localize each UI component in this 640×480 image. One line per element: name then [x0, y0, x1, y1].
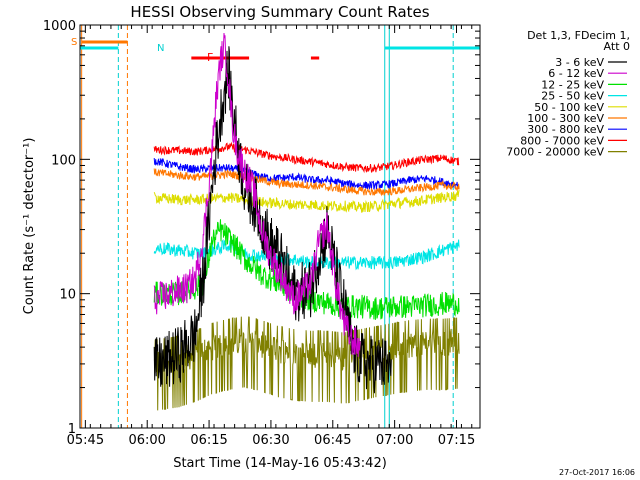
x-tick-label: 06:30	[252, 433, 289, 448]
legend-entry-label: 800 - 7000 keV	[520, 134, 604, 147]
series-line	[153, 189, 460, 213]
series-line	[153, 316, 460, 411]
x-tick-label: 07:15	[438, 433, 475, 448]
y-axis: 1 10 100 1000	[43, 19, 480, 437]
x-axis-label: Start Time (14-May-16 05:43:42)	[173, 456, 387, 471]
y-tick-label: 10	[59, 288, 76, 303]
legend-header-line1: Det 1,3, FDecim 1,	[527, 29, 630, 42]
legend-entry-label: 50 - 100 keV	[534, 101, 604, 114]
legend-entry-label: 25 - 50 keV	[541, 90, 604, 103]
legend-entry-label: 300 - 800 keV	[527, 123, 604, 136]
legend-entry-label: 6 - 12 keV	[548, 67, 604, 80]
legend-header-line2: Att 0	[604, 40, 630, 53]
x-axis: 05:45 06:00 06:15 06:30 06:45 07:00 07:15	[67, 25, 475, 448]
x-tick-label: 06:00	[128, 433, 165, 448]
saa-label: S	[71, 37, 77, 48]
y-tick-label: 1	[68, 422, 76, 437]
x-tick-label: 05:45	[67, 433, 104, 448]
y-tick-label: 1000	[43, 19, 76, 34]
flare-label: F	[207, 51, 213, 64]
legend-entry-label: 100 - 300 keV	[527, 112, 604, 125]
legend-entry-label: 12 - 25 keV	[541, 78, 604, 91]
series-line	[153, 141, 460, 174]
legend-entry-label: 7000 - 20000 keV	[506, 146, 604, 159]
series-line	[153, 168, 460, 197]
series-line	[153, 157, 460, 191]
series-line	[153, 239, 460, 271]
footer-timestamp: 27-Oct-2017 16:06	[559, 468, 635, 477]
y-tick-label: 100	[51, 153, 76, 168]
chart-title: HESSI Observing Summary Count Rates	[130, 3, 429, 21]
chart-marks: S N F	[71, 25, 480, 428]
x-tick-label: 07:00	[376, 433, 413, 448]
plot-frame	[79, 24, 481, 429]
night-label: N	[157, 43, 164, 54]
y-axis-label: Count Rate (s⁻¹ detector⁻¹)	[22, 138, 37, 315]
legend-entry-label: 3 - 6 keV	[555, 56, 604, 69]
series-line	[153, 32, 361, 357]
x-tick-label: 06:45	[314, 433, 351, 448]
x-tick-label: 06:15	[190, 433, 227, 448]
